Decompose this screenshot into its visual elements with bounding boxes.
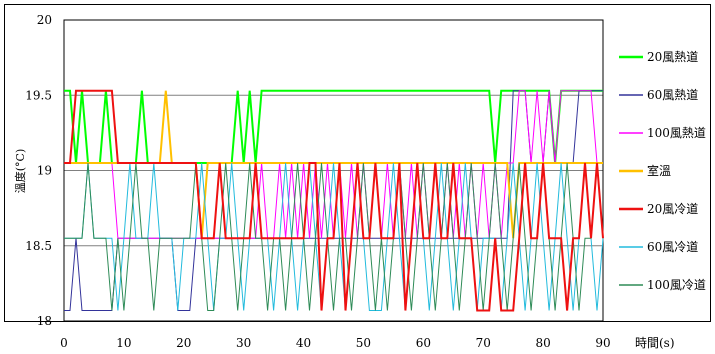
legend-label-5: 60風冷道	[647, 240, 698, 254]
legend-label-2: 100風熱道	[647, 126, 706, 140]
x-tick-label: 90	[595, 336, 610, 350]
x-tick-label: 40	[296, 336, 311, 350]
legend-label-6: 100風冷道	[647, 278, 706, 292]
series-line-0	[64, 89, 603, 164]
series-line-4	[64, 89, 604, 312]
series-line-6	[64, 162, 604, 311]
legend-label-3: 室溫	[647, 163, 671, 178]
x-tick-label: 60	[416, 336, 431, 350]
axis-layer: 18 18.5 19 19.5 20 0 10 20 30 40 50 60 70 80 90	[25, 13, 610, 350]
series-line-2	[64, 90, 603, 239]
x-tick-label: 10	[116, 336, 131, 350]
legend-label-1: 60風熱道	[647, 88, 698, 102]
plot-area	[63, 19, 604, 322]
x-tick-label: 50	[356, 336, 371, 350]
y-tick-label: 18.5	[25, 239, 52, 253]
x-tick-label: 80	[535, 336, 550, 350]
legend-label-0: 20風熱道	[647, 50, 698, 64]
x-tick-label: 0	[60, 336, 68, 350]
x-tick-label: 20	[176, 336, 191, 350]
y-tick-label: 19	[37, 164, 52, 178]
legend-label-4: 20風冷道	[647, 202, 698, 216]
y-tick-label: 20	[37, 13, 52, 27]
x-axis-label: 時間(s)	[635, 336, 675, 350]
series-layer	[64, 89, 604, 312]
y-tick-label: 18	[37, 314, 52, 328]
y-tick-label: 19.5	[25, 88, 52, 102]
x-tick-label: 70	[476, 336, 491, 350]
y-axis-label: 溫度(°C)	[13, 149, 27, 194]
x-tick-label: 30	[236, 336, 251, 350]
